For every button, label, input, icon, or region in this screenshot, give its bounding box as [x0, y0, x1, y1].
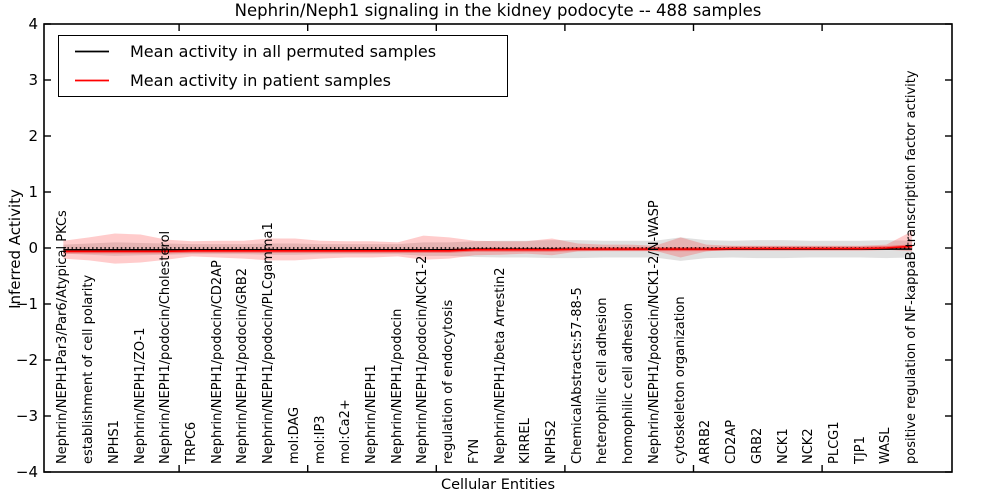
legend-label-patient: Mean activity in patient samples	[130, 70, 391, 90]
x-category-label: NPHS1	[106, 420, 122, 464]
x-category-label: Nephrin/NEPH1Par3/Par6/Atypical PKCs	[55, 210, 71, 464]
x-category-label: Nephrin/NEPH1	[364, 364, 379, 464]
x-category-label: Nephrin/NEPH1/podocin/NCK1-2/N-WASP	[646, 200, 662, 464]
x-category-label: ChemicalAbstracts:57-88-5	[569, 287, 585, 464]
x-category-label: homophilic cell adhesion	[621, 303, 637, 464]
chart-title: Nephrin/Neph1 signaling in the kidney po…	[234, 1, 762, 20]
legend-item-patient: Mean activity in patient samples	[75, 67, 507, 93]
y-tick-label: 4	[28, 15, 38, 33]
x-category-label: TRPC6	[183, 421, 199, 464]
x-category-label: NCK1	[775, 428, 791, 464]
x-category-label: Nephrin/NEPH1/podocin/GRB2	[235, 267, 251, 464]
legend-label-permuted: Mean activity in all permuted samples	[130, 42, 437, 62]
y-tick-label: −2	[15, 351, 38, 369]
x-category-label: ARRB2	[698, 419, 714, 464]
x-axis-label: Cellular Entities	[440, 477, 556, 493]
x-category-label: heterophilic cell adhesion	[595, 297, 611, 465]
x-category-label: Nephrin/NEPH1/podocin/PLCgamma1	[261, 222, 277, 464]
x-category-label: FYN	[466, 438, 482, 464]
legend-red-line-swatch	[75, 79, 109, 82]
legend-black-line-swatch	[75, 50, 109, 53]
x-category-label: WASL	[878, 427, 894, 464]
x-category-label: Nephrin/NEPH1/podocin/Cholesterol	[158, 230, 174, 464]
x-category-label: positive regulation of NF-kappaB transcr…	[904, 70, 920, 464]
x-category-label: NCK2	[801, 428, 817, 464]
x-category-label: Nephrin/NEPH1/podocin	[389, 308, 405, 464]
x-category-label: KIRREL	[518, 418, 534, 464]
x-category-label: GRB2	[749, 427, 765, 464]
patient-mean-line	[63, 245, 913, 253]
x-category-label: Nephrin/NEPH1/ZO-1	[132, 327, 148, 464]
y-tick-label: 1	[28, 183, 38, 201]
x-category-label: Nephrin/NEPH1/podocin/CD2AP	[209, 260, 225, 464]
legend: Mean activity in all permuted samples Me…	[58, 35, 508, 97]
x-category-label: regulation of endocytosis	[441, 299, 457, 464]
x-category-label: TJP1	[852, 436, 868, 464]
x-category-label: cytoskeleton organization	[672, 296, 688, 464]
x-category-label: Nephrin/NEPH1/beta Arrestin2	[492, 267, 508, 465]
x-category-label: NPHS2	[544, 420, 560, 464]
y-tick-label: −1	[15, 295, 38, 313]
y-tick-label: 2	[28, 127, 38, 145]
x-category-label: mol:IP3	[312, 415, 328, 464]
x-category-label: Nephrin/NEPH1/podocin/NCK1-2	[415, 255, 431, 464]
x-category-label: CD2AP	[724, 419, 740, 464]
patient-spread-band-outer	[63, 231, 913, 264]
y-tick-label: 3	[28, 71, 38, 89]
x-category-label: mol:DAG	[286, 406, 302, 464]
y-tick-label: 0	[28, 239, 38, 257]
y-tick-label: −3	[15, 407, 38, 425]
y-tick-label: −4	[15, 463, 38, 481]
x-category-label: mol:Ca2+	[338, 399, 354, 464]
x-category-label: establishment of cell polarity	[81, 274, 97, 464]
legend-item-permuted: Mean activity in all permuted samples	[75, 39, 507, 65]
x-category-label: PLCG1	[826, 421, 842, 464]
